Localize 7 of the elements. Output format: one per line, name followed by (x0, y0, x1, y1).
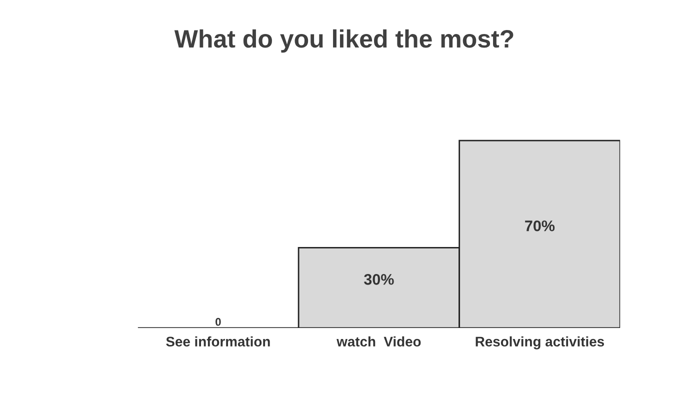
data-label: 0 (216, 318, 221, 326)
x-tick-label: Resolving activities (476, 336, 604, 350)
data-label: 70% (525, 220, 555, 232)
x-tick-label: See information (166, 336, 270, 347)
chart-title: What do you liked the most? (174, 29, 514, 53)
data-label: 30% (364, 274, 394, 285)
x-tick-label: watch Video (336, 336, 421, 347)
